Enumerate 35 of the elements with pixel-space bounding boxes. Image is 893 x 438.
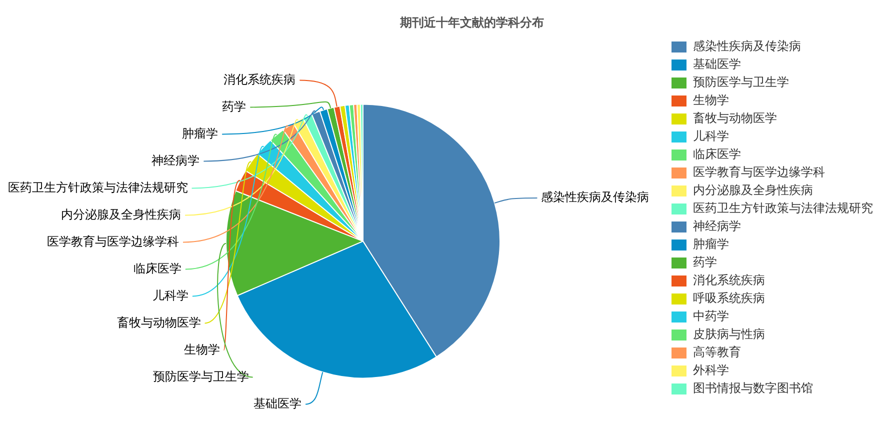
legend-label: 肿瘤学 <box>693 237 729 252</box>
slice-label: 医药卫生方针政策与法律法规研究 <box>8 180 188 194</box>
legend-label: 高等教育 <box>693 345 741 360</box>
legend-label: 预防医学与卫生学 <box>693 75 789 90</box>
chart-title: 期刊近十年文献的学科分布 <box>399 15 544 30</box>
slice-label: 医学教育与医学边缘学科 <box>47 234 180 248</box>
legend-label: 神经病学 <box>693 219 741 234</box>
legend-label: 畜牧与动物医学 <box>693 111 777 126</box>
legend-label: 医药卫生方针政策与法律法规研究 <box>693 201 873 216</box>
legend-label: 内分泌腺及全身性疾病 <box>693 183 813 198</box>
slice-label: 临床医学 <box>133 261 182 276</box>
slice-label: 基础医学 <box>254 396 302 410</box>
slice-label: 药学 <box>222 99 246 114</box>
legend-label: 医学教育与医学边缘学科 <box>693 165 825 180</box>
slice-label: 感染性疾病及传染病 <box>541 190 650 204</box>
slice-label: 预防医学与卫生学 <box>152 369 249 384</box>
legend-label: 感染性疾病及传染病 <box>693 39 801 54</box>
slice-label: 神经病学 <box>152 153 200 168</box>
legend-label: 基础医学 <box>693 57 741 72</box>
legend-label: 药学 <box>693 255 717 270</box>
legend-label: 图书情报与数字图书馆 <box>693 381 813 396</box>
slice-label: 内分泌腺及全身性疾病 <box>61 207 182 222</box>
slice-label: 消化系统疾病 <box>224 72 296 86</box>
legend-label: 外科学 <box>693 363 729 378</box>
legend-label: 儿科学 <box>693 129 729 144</box>
legend-label: 消化系统疾病 <box>693 273 765 288</box>
legend-label: 皮肤病与性病 <box>693 327 765 342</box>
legend-label: 呼吸系统疾病 <box>693 291 765 306</box>
slice-label: 肿瘤学 <box>182 126 218 140</box>
slice-label: 儿科学 <box>152 288 188 302</box>
slice-label: 生物学 <box>184 342 220 356</box>
legend-label: 生物学 <box>693 93 729 108</box>
legend-label: 临床医学 <box>693 147 741 162</box>
legend-label: 中药学 <box>693 309 729 324</box>
slice-label: 畜牧与动物医学 <box>116 315 201 330</box>
